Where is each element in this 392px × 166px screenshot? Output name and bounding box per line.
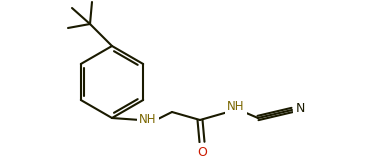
Text: N: N (295, 101, 305, 115)
Text: O: O (197, 146, 207, 159)
Text: NH: NH (139, 113, 157, 125)
Text: NH: NH (227, 99, 245, 113)
